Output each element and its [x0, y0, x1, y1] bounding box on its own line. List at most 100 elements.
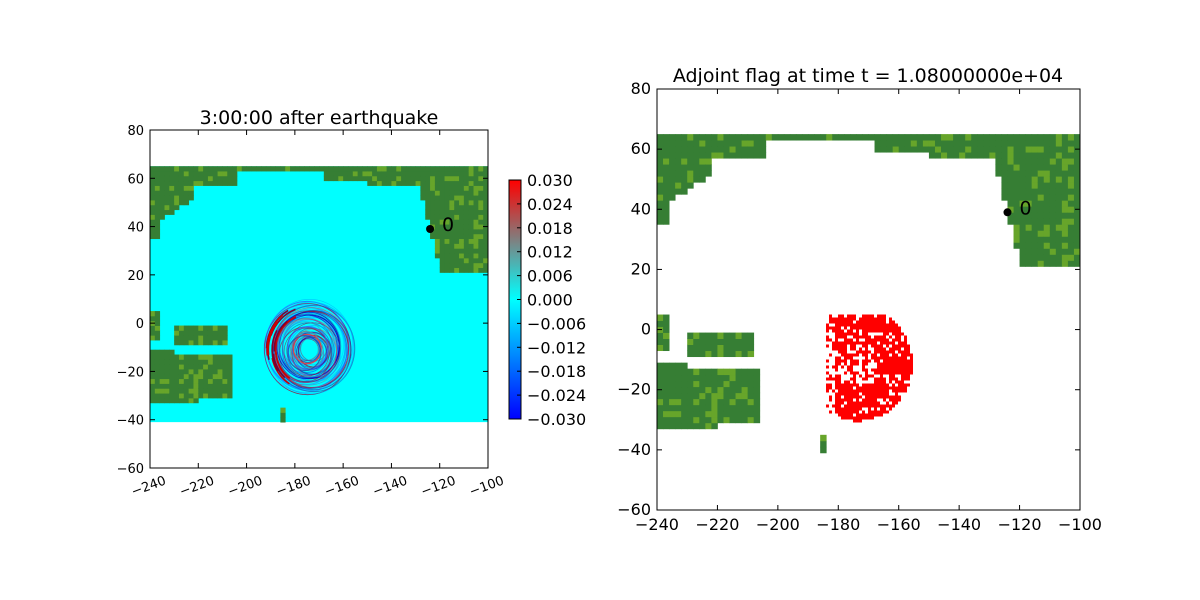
flag-cell-7: [826, 365, 829, 369]
flag-cell-145: [844, 413, 847, 417]
flag-cell-652: [907, 362, 910, 366]
land-cell-L-463: [430, 233, 436, 240]
wave-ring-47: [292, 336, 324, 370]
land-cell-R-283: [729, 140, 736, 147]
land-cell-R-682: [1067, 206, 1075, 213]
flag-cell-463: [880, 407, 883, 411]
land-cell-L-234: [198, 393, 204, 399]
land-cell-R-131: [687, 404, 694, 412]
land-cell-R-66: [669, 410, 676, 418]
flag-cell-405: [874, 407, 877, 411]
land-cell-L-640: [468, 214, 474, 220]
flag-cell-98: [841, 323, 844, 327]
land-cell-R-430: [971, 146, 978, 153]
land-cell-L-239: [198, 369, 204, 375]
land-cell-L-315: [217, 180, 223, 186]
land-cell-L-429: [401, 180, 407, 186]
left-land-cells: [150, 166, 488, 423]
land-cell-L-643: [468, 200, 474, 206]
colorbar-label-10: −0.030: [527, 410, 586, 429]
land-cell-L-134: [174, 369, 180, 375]
land-cell-L-411: [376, 171, 383, 177]
land-cell-R-208: [705, 332, 712, 339]
flag-cell-494: [883, 407, 886, 411]
flag-cell-141: [844, 398, 847, 402]
land-cell-L-138: [174, 340, 180, 346]
land-cell-R-361: [814, 134, 821, 141]
land-cell-L-178: [183, 373, 190, 380]
land-cell-L-10: [150, 349, 156, 355]
flag-cell-420: [877, 359, 880, 363]
land-cell-L-678: [478, 243, 484, 249]
land-cell-L-400: [362, 166, 368, 172]
land-cell-L-702: [483, 233, 488, 240]
land-cell-R-529: [1025, 200, 1033, 207]
land-cell-R-340: [753, 392, 761, 400]
land-cell-L-397: [357, 166, 363, 172]
land-cell-L-631: [468, 257, 474, 264]
land-cell-R-678: [1067, 230, 1075, 237]
flag-cell-602: [898, 362, 901, 366]
land-cell-L-211: [188, 185, 194, 191]
flag-cell-166: [847, 401, 850, 405]
land-cell-R-394: [910, 134, 918, 141]
land-cell-L-81: [159, 185, 165, 191]
land-cell-L-490: [434, 195, 441, 201]
land-cell-R-229: [711, 332, 718, 339]
flag-cell-277: [862, 326, 865, 330]
flag-cell-303: [865, 323, 868, 327]
land-cell-L-677: [478, 248, 484, 254]
land-cell-R-457: [1001, 164, 1008, 171]
land-cell-L-250: [198, 166, 204, 172]
flag-cell-539: [889, 398, 892, 402]
flag-cell-167: [847, 404, 850, 408]
flag-cell-438: [880, 320, 883, 324]
land-cell-R-171: [693, 140, 700, 147]
flag-cell-312: [865, 350, 868, 354]
wave-front-3: [272, 353, 286, 379]
flag-cell-474: [883, 338, 886, 342]
land-cell-R-509: [1019, 188, 1027, 195]
land-cell-L-105: [164, 171, 170, 177]
flag-cell-284: [862, 353, 865, 357]
land-cell-R-294: [735, 350, 742, 358]
land-cell-L-681: [478, 228, 484, 235]
land-cell-L-460: [425, 175, 431, 182]
land-cell-R-249: [717, 140, 724, 147]
land-cell-R-585: [1043, 260, 1051, 267]
land-cell-L-198: [188, 383, 194, 389]
land-cell-R-157: [693, 386, 700, 394]
land-cell-R-263: [723, 332, 730, 339]
land-cell-L-335: [222, 166, 228, 172]
land-cell-L-137: [174, 354, 180, 360]
land-cell-L-521: [444, 257, 450, 264]
land-cell-L-420: [386, 166, 392, 172]
land-cell-R-557: [1031, 164, 1039, 171]
flag-cell-390: [874, 353, 877, 357]
land-cell-R-50: [663, 212, 670, 219]
land-cell-R-573: [1037, 200, 1045, 207]
flag-cell-132: [844, 359, 847, 363]
land-cell-R-130: [687, 410, 694, 418]
land-cell-L-374: [323, 175, 330, 182]
flag-cell-235: [856, 338, 859, 342]
flag-cell-229: [856, 320, 859, 324]
land-cell-L-574: [454, 214, 460, 220]
land-cell-R-149: [687, 140, 694, 147]
land-cell-L-617: [463, 219, 470, 225]
land-cell-R-502: [1019, 230, 1027, 237]
land-cell-L-529: [444, 219, 450, 225]
land-cell-R-273: [729, 386, 736, 394]
land-cell-L-540: [444, 166, 450, 172]
flag-cell-187: [850, 365, 853, 369]
land-cell-R-227: [711, 344, 718, 352]
land-cell-L-40: [154, 359, 161, 365]
land-cell-R-139: [687, 344, 694, 352]
flag-cell-394: [874, 371, 877, 375]
land-cell-R-8: [657, 374, 664, 382]
land-cell-L-587: [459, 257, 465, 264]
land-cell-R-364: [820, 434, 827, 442]
land-cell-R-450: [995, 140, 1002, 147]
land-cell-R-709: [1073, 176, 1080, 183]
flag-cell-528: [889, 356, 892, 360]
